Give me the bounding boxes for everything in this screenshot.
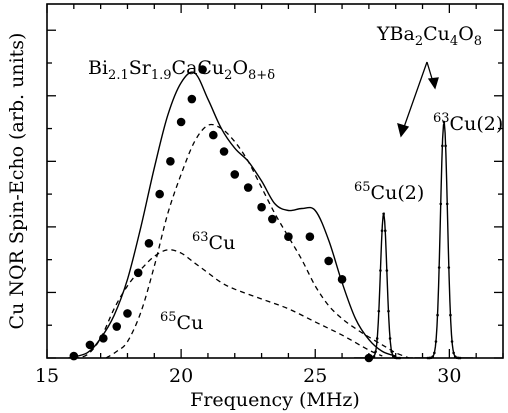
data-point <box>133 268 143 278</box>
ybco-peak-curve-0 <box>354 211 413 358</box>
ybco-arrows <box>397 61 439 138</box>
ybco-peak-curve-1 <box>414 122 474 358</box>
data-point <box>209 130 218 140</box>
cu65-label: 65Cu <box>160 310 203 334</box>
cu65-2-label: 65Cu(2) <box>354 180 424 204</box>
x-tick-label: 15 <box>35 365 59 387</box>
x-tick-label: 20 <box>169 365 193 387</box>
bi2212-formula-label: Bi2.1Sr1.9CaCu2O8+δ <box>88 57 275 83</box>
ybco-sample-dot <box>449 313 452 317</box>
data-point <box>187 94 197 104</box>
ybco-sample-dot <box>439 202 443 206</box>
ybco-sample-dot <box>379 269 382 272</box>
x-tick-label: 25 <box>303 365 327 387</box>
data-point <box>123 309 132 318</box>
ybco-sample-dot <box>437 266 441 269</box>
data-point <box>219 147 229 156</box>
y-axis-label: Cu NQR Spin-Echo (arb. units) <box>6 33 28 330</box>
data-point <box>85 340 95 350</box>
ybco-sample-dot <box>390 350 393 353</box>
data-point <box>337 275 347 284</box>
ybco-sample-dot <box>385 269 389 272</box>
ybco-sample-dot <box>452 351 455 355</box>
ybco-sample-dot <box>447 266 451 269</box>
ybco-sample-dot <box>387 309 390 313</box>
ybco-sample-dot <box>444 144 447 148</box>
x-tick-label: 30 <box>437 365 461 387</box>
ybco-sample-dot <box>441 144 444 148</box>
data-point <box>198 65 207 74</box>
ybco-sample-dot <box>442 120 446 124</box>
plot-frame <box>46 3 504 359</box>
data-point <box>144 238 154 248</box>
ybco-sample-dot <box>436 313 439 317</box>
ybco-sample-dot <box>377 309 381 313</box>
data-point <box>324 256 333 266</box>
cu63-2-label: 63Cu(2) <box>433 111 503 135</box>
data-point <box>243 183 253 192</box>
data-point <box>305 232 315 242</box>
ybco-sample-dot <box>445 202 449 206</box>
ybco-sample-dot <box>382 212 385 216</box>
ybco-sample-dot <box>372 355 376 358</box>
ybco-sample-dot <box>388 337 392 340</box>
ybco-sample-dot <box>383 229 387 233</box>
ybco-sample-dot <box>433 351 436 355</box>
data-point <box>99 334 108 343</box>
ybco-formula-label: YBa2Cu4O8 <box>376 23 482 49</box>
ybco-sample-dot <box>450 340 454 343</box>
ybco-sample-dot <box>374 350 377 353</box>
data-point <box>112 322 122 331</box>
arrow-head-cu63-2 <box>427 77 439 90</box>
data-point <box>155 189 164 199</box>
cu63-label: 63Cu <box>192 230 235 254</box>
component-curve-63Cu <box>105 123 410 358</box>
data-point <box>166 157 175 166</box>
arrow-head-cu65-2 <box>397 123 410 138</box>
data-point <box>230 170 240 179</box>
data-point <box>176 117 186 127</box>
ybco-sample-dot <box>434 340 438 343</box>
data-point <box>284 232 293 242</box>
component-curve-65Cu <box>73 249 383 358</box>
data-point <box>257 202 266 212</box>
arrow-to-cu65-2 <box>402 61 428 131</box>
ybco-sample-dot <box>375 337 379 340</box>
bi2212-fit-curve <box>68 71 396 358</box>
x-axis-label: Frequency (MHz) <box>190 389 360 411</box>
data-point <box>268 214 277 224</box>
ybco-sample-dot <box>380 229 384 233</box>
